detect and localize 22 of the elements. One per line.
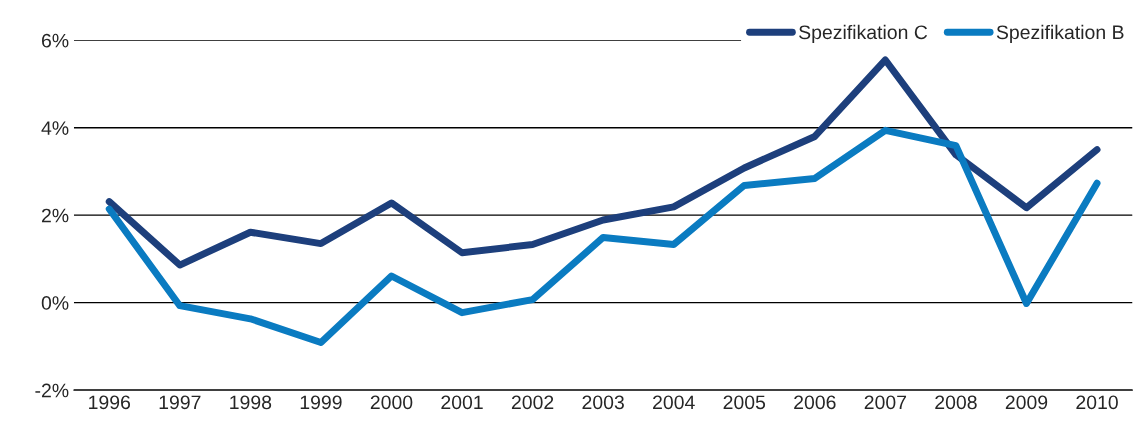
x-tick-label: 2002	[511, 395, 554, 410]
x-tick-label: 1996	[89, 395, 131, 410]
y-tick-label: -2%	[35, 383, 69, 398]
y-tick-label: 6%	[41, 33, 69, 48]
x-tick-label: 2010	[1076, 395, 1118, 410]
x-tick-label: 2009	[1005, 395, 1048, 410]
x-tick-label: 2007	[864, 395, 907, 410]
x-tick-label: 2001	[441, 395, 483, 410]
y-tick-label: 2%	[41, 208, 69, 223]
x-tick-label: 2003	[582, 395, 624, 410]
legend-label: Spezifikation C	[799, 24, 928, 43]
y-tick-label: 4%	[41, 121, 69, 135]
x-tick-label: 2004	[653, 395, 695, 410]
x-tick-label: 1999	[300, 395, 342, 410]
y-tick-label: 0%	[41, 296, 69, 310]
legend-label: Spezifikation B	[996, 24, 1124, 43]
x-tick-label: 2008	[935, 395, 977, 410]
x-tick-label: 1997	[159, 395, 201, 410]
x-tick-label: 2005	[723, 395, 766, 410]
x-tick-label: 2000	[370, 395, 413, 410]
x-tick-label: 1998	[230, 395, 272, 410]
x-tick-label: 2006	[794, 395, 836, 410]
